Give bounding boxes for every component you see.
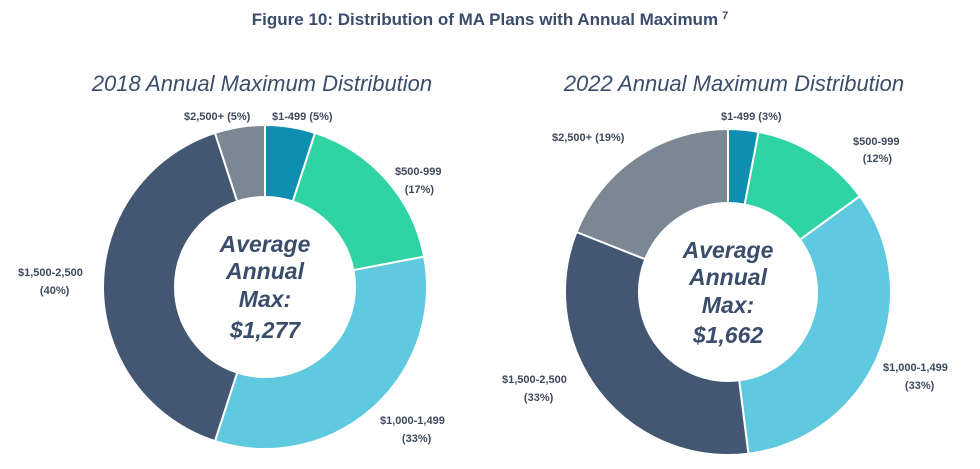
- slice-percent-500-999: (17%): [405, 184, 435, 196]
- slice-1-000-1-499: [738, 194, 892, 455]
- chart-title: 2018 Annual Maximum Distribution: [91, 71, 432, 96]
- slice-2-500: [575, 127, 729, 261]
- chart-title: 2022 Annual Maximum Distribution: [563, 71, 904, 96]
- slice-label-1-500-2-500: $1,500-2,500: [502, 374, 567, 386]
- slice-label-1-499: $1-499 (3%): [721, 111, 782, 123]
- average-max-value: $1,662: [692, 322, 764, 348]
- center-label-line: Max:: [702, 292, 754, 318]
- footnote-marker: 7: [722, 10, 729, 22]
- slice-label-2-500: $2,500+ (5%): [184, 111, 251, 123]
- slice-label-2-500: $2,500+ (19%): [552, 132, 625, 144]
- donut-chart-2: 2022 Annual Maximum Distribution $1-499 (…: [502, 71, 948, 456]
- slice-percent-1-000-1-499: (33%): [905, 380, 935, 392]
- figure-title: Figure 10: Distribution of MA Plans with…: [0, 10, 980, 30]
- slice-1-500-2-500: [564, 230, 750, 456]
- slice-percent-1-000-1-499: (33%): [402, 433, 432, 445]
- slice-2-500: [213, 123, 266, 203]
- slice-1-500-2-500: [102, 131, 239, 443]
- center-label-line: Annual: [688, 264, 768, 290]
- center-label-line: Average: [219, 231, 311, 257]
- center-label-line: Average: [682, 237, 774, 263]
- slice-label-1-000-1-499: $1,000-1,499: [883, 362, 948, 374]
- average-max-value: $1,277: [229, 317, 302, 343]
- figure-title-text: Figure 10: Distribution of MA Plans with…: [251, 10, 719, 29]
- slice-percent-500-999: (12%): [863, 153, 893, 165]
- slice-1-000-1-499: [213, 255, 428, 450]
- slice-label-500-999: $500-999: [395, 166, 442, 178]
- center-label-line: Max:: [239, 286, 291, 312]
- slice-label-1-500-2-500: $1,500-2,500: [18, 267, 83, 279]
- slice-label-1-499: $1-499 (5%): [272, 111, 333, 123]
- slice-percent-1-500-2-500: (40%): [40, 285, 70, 297]
- slice-500-999: [291, 131, 426, 272]
- slice-label-1-000-1-499: $1,000-1,499: [380, 415, 445, 427]
- slice-label-500-999: $500-999: [853, 136, 900, 148]
- center-label-line: Annual: [225, 258, 305, 284]
- donut-chart-1: 2018 Annual Maximum Distribution $1-499 (…: [18, 71, 445, 450]
- slice-percent-1-500-2-500: (33%): [524, 392, 554, 404]
